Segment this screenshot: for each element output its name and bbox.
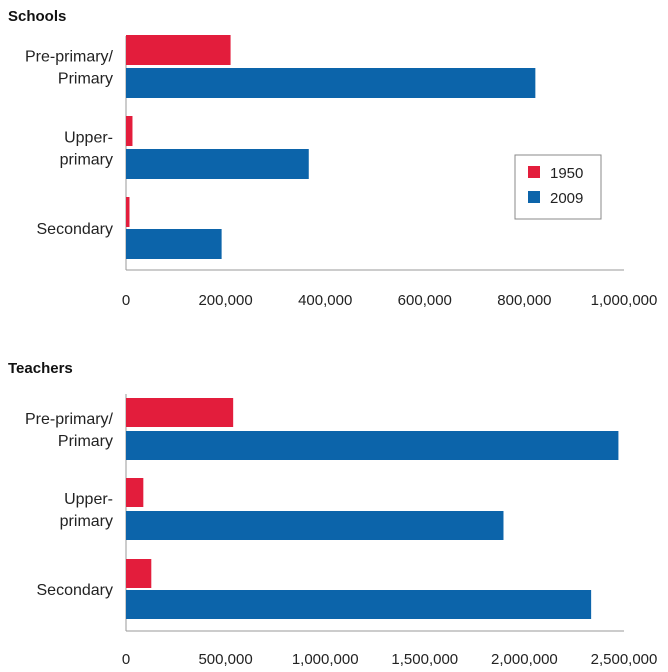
x-tick-label: 500,000 <box>198 651 252 667</box>
category-label: Upper- <box>64 130 113 147</box>
category-label: Pre-primary/ <box>25 411 114 428</box>
category-label: primary <box>60 513 113 530</box>
legend-swatch-1950 <box>528 166 540 178</box>
bar-2009 <box>126 149 309 179</box>
bar-2009 <box>126 68 536 98</box>
category-label: Secondary <box>37 221 114 238</box>
x-tick-label: 2,500,000 <box>591 651 658 667</box>
x-tick-label: 0 <box>122 651 130 667</box>
bar-2009 <box>126 590 592 619</box>
category-label: Secondary <box>37 582 114 599</box>
bar-2009 <box>126 431 619 460</box>
legend-box <box>514 154 602 220</box>
x-tick-label: 2,000,000 <box>491 651 558 667</box>
category-label: primary <box>60 152 113 169</box>
category-label: Pre-primary/ <box>25 49 114 66</box>
bar-1950 <box>126 398 234 427</box>
bar-2009 <box>126 511 504 540</box>
legend-label: 1950 <box>550 165 583 182</box>
x-tick-label: 800,000 <box>497 292 551 309</box>
x-tick-label: 1,000,000 <box>591 292 658 309</box>
x-tick-label: 1,000,000 <box>292 651 359 667</box>
panel-title: Schools <box>8 8 66 25</box>
bar-2009 <box>126 229 222 259</box>
x-tick-label: 0 <box>122 292 130 309</box>
category-label: Upper- <box>64 491 113 508</box>
x-tick-label: 200,000 <box>198 292 252 309</box>
bar-1950 <box>126 35 231 65</box>
x-tick-label: 400,000 <box>298 292 352 309</box>
category-label: Primary <box>58 433 113 450</box>
legend-swatch-2009 <box>528 191 540 203</box>
bar-1950 <box>126 116 133 146</box>
bar-1950 <box>126 197 130 227</box>
bar-1950 <box>126 478 144 507</box>
x-tick-label: 600,000 <box>398 292 452 309</box>
category-label: Primary <box>58 71 113 88</box>
bar-1950 <box>126 559 152 588</box>
legend-label: 2009 <box>550 190 583 207</box>
panel-title: Teachers <box>8 360 73 377</box>
x-tick-label: 1,500,000 <box>391 651 458 667</box>
